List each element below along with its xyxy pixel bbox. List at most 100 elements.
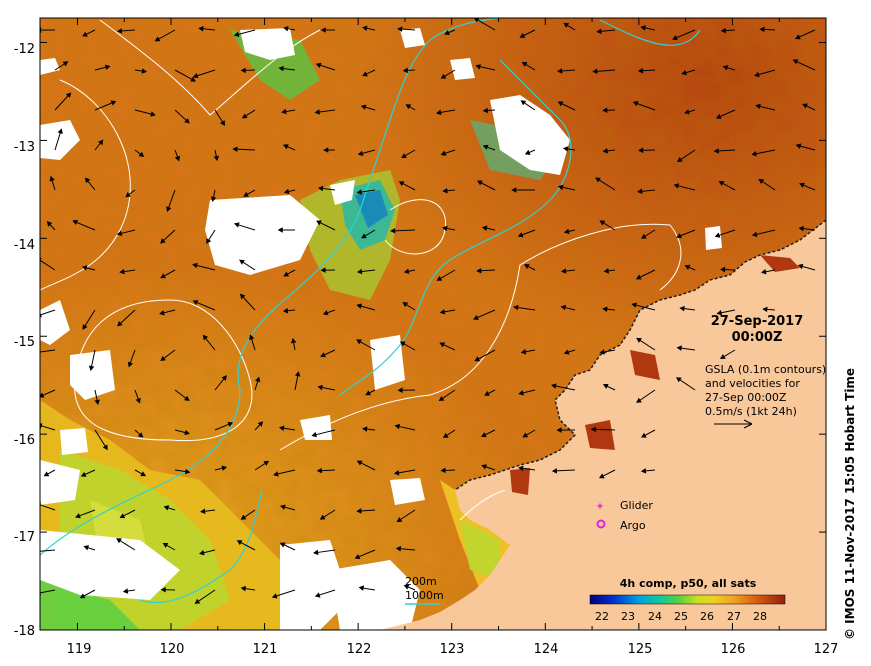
platform-legend: ✦ Glider Argo <box>595 499 653 532</box>
velocity-arrow <box>681 69 696 76</box>
x-tick-label: 125 <box>628 642 653 657</box>
velocity-arrow <box>320 267 336 273</box>
x-tick-label: 124 <box>534 642 559 657</box>
velocity-arrow <box>241 109 256 119</box>
velocity-arrow <box>676 229 696 239</box>
velocity-arrow <box>563 228 576 235</box>
velocity-arrow <box>214 109 226 126</box>
velocity-arrow <box>598 469 616 479</box>
velocity-arrow <box>254 460 270 471</box>
velocity-arrow <box>631 302 656 311</box>
velocity-arrow <box>482 107 496 114</box>
velocity-arrow <box>476 267 496 274</box>
velocity-arrow <box>84 177 96 191</box>
glider-label: Glider <box>620 499 653 512</box>
velocity-arrow <box>283 188 296 195</box>
velocity-arrow <box>134 429 144 438</box>
velocity-arrow <box>482 144 496 151</box>
velocity-arrow <box>393 469 416 476</box>
colorbar-tick: 25 <box>674 610 688 623</box>
velocity-arrow <box>602 306 616 312</box>
velocity-arrow <box>214 465 228 471</box>
velocity-arrow <box>278 425 296 431</box>
velocity-arrow <box>294 371 301 391</box>
reference-arrow <box>714 419 753 429</box>
velocity-arrow <box>317 185 336 192</box>
velocity-arrow <box>192 262 216 271</box>
velocity-arrow <box>440 467 456 474</box>
velocity-arrow <box>117 309 136 327</box>
velocity-arrow <box>279 542 296 551</box>
colorbar: 4h comp, p50, all sats 22 23 24 25 26 27… <box>589 577 786 623</box>
velocity-arrow <box>232 146 256 152</box>
velocity-arrow <box>473 309 496 321</box>
colorbar-tick: 24 <box>648 610 662 623</box>
velocity-arrow <box>43 469 56 477</box>
velocity-arrow <box>562 146 576 152</box>
velocity-arrow <box>513 304 536 311</box>
velocity-arrow <box>174 429 190 436</box>
velocity-arrow <box>122 588 136 594</box>
velocity-arrow <box>402 67 416 74</box>
velocity-arrow <box>636 389 656 403</box>
velocity-arrow <box>320 349 336 358</box>
velocity-arrow <box>134 389 141 404</box>
velocity-arrow <box>521 61 536 71</box>
x-tick-label: 126 <box>721 642 746 657</box>
velocity-arrow <box>442 187 456 194</box>
colorbar-title: 4h comp, p50, all sats <box>620 577 757 590</box>
argo-label: Argo <box>620 519 646 532</box>
velocity-arrow <box>519 29 536 38</box>
velocity-arrow <box>194 589 216 604</box>
velocity-arrow <box>54 92 72 111</box>
velocity-arrow <box>524 149 536 155</box>
velocity-arrow <box>127 349 136 368</box>
velocity-arrow <box>192 300 216 311</box>
velocity-arrow <box>551 468 576 474</box>
velocity-arrow <box>794 29 816 40</box>
velocity-arrow <box>239 293 256 311</box>
velocity-arrow <box>602 107 616 114</box>
velocity-arrow <box>162 542 176 551</box>
gsla-line: 0.5m/s (1kt 24h) <box>705 405 797 418</box>
velocity-arrow <box>362 69 376 77</box>
velocity-arrow <box>119 268 136 275</box>
velocity-arrow <box>560 304 576 311</box>
velocity-arrow <box>243 189 256 197</box>
velocity-arrow <box>758 178 776 191</box>
bathy-1000-label: 1000m <box>405 589 444 602</box>
velocity-arrow <box>54 128 63 151</box>
velocity-arrow <box>75 509 96 519</box>
velocity-arrow <box>440 149 456 156</box>
velocity-arrow <box>199 549 216 556</box>
y-tick-label: -17 <box>14 530 35 545</box>
velocity-arrow <box>641 229 656 239</box>
velocity-arrow <box>283 269 296 277</box>
velocity-arrow <box>356 339 376 351</box>
velocity-arrow <box>163 505 176 511</box>
velocity-arrow <box>603 268 616 274</box>
y-axis-labels: -12 -13 -14 -15 -16 -17 -18 <box>14 42 35 639</box>
velocity-arrow <box>316 220 336 231</box>
velocity-arrow <box>440 69 456 79</box>
velocity-arrow <box>474 349 496 362</box>
velocity-arrow <box>365 389 376 396</box>
velocity-arrow <box>200 508 216 514</box>
velocity-arrow <box>638 147 656 154</box>
bathy-200-label: 200m <box>405 575 437 588</box>
velocity-arrow <box>362 25 376 32</box>
velocity-arrow <box>198 25 216 32</box>
velocity-arrow <box>361 229 376 239</box>
velocity-arrow <box>436 109 456 116</box>
velocity-arrow <box>174 149 181 162</box>
velocity-arrow <box>557 68 576 74</box>
velocity-arrow <box>79 589 96 599</box>
velocity-arrow <box>54 61 69 71</box>
velocity-arrow <box>357 149 376 157</box>
velocity-arrow <box>281 108 296 115</box>
y-tick-label: -14 <box>14 238 35 253</box>
map-layers <box>40 18 826 630</box>
velocity-arrow <box>403 584 416 591</box>
velocity-arrow <box>94 64 111 71</box>
velocity-arrow <box>174 468 191 475</box>
